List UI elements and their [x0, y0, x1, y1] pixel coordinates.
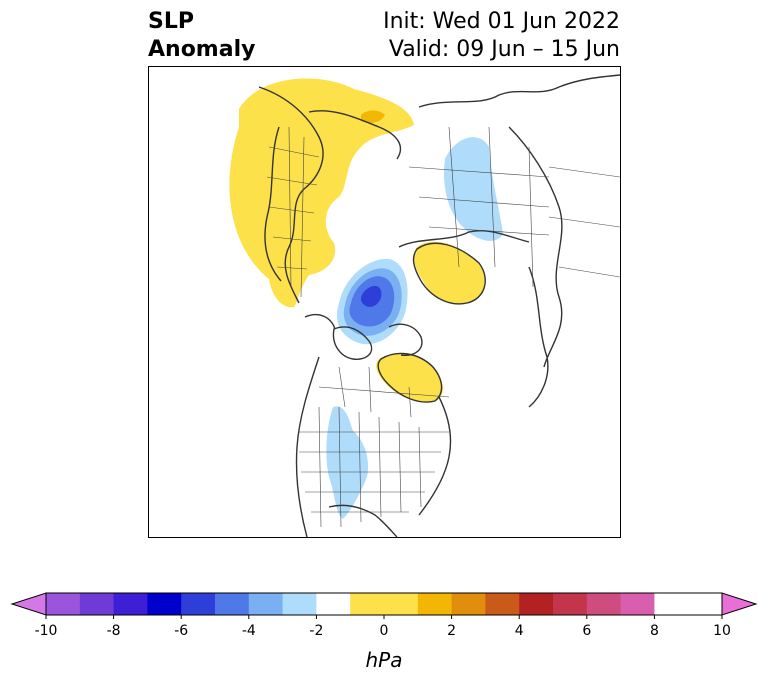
colorbar-segments	[10, 592, 758, 616]
colorbar-segment	[316, 593, 351, 615]
anomaly-siberia-negative	[443, 137, 503, 241]
colorbar-unit-label: hPa	[366, 648, 403, 672]
colorbar-extend-min	[10, 592, 47, 616]
anomaly-us-negative	[326, 406, 369, 519]
colorbar-segment	[215, 593, 250, 615]
map-canvas	[149, 74, 620, 537]
colorbar-ticks: -10 -8 -6 -4 -2 0 2 4 6 8 10	[35, 615, 731, 639]
init-date: Init: Wed 01 Jun 2022	[383, 9, 620, 34]
colorbar-tick-label: 8	[650, 623, 659, 639]
slp-anomaly-map	[148, 66, 621, 538]
colorbar-tick-label: 2	[447, 623, 456, 639]
anomaly-greenland-positive	[414, 241, 485, 304]
colorbar-segment	[79, 593, 115, 615]
colorbar-segment	[553, 593, 588, 615]
colorbar-segment	[282, 593, 317, 615]
anomaly-hudson-positive	[376, 352, 444, 403]
valid-range: Valid: 09 Jun – 15 Jun	[388, 37, 620, 62]
anomaly-scandinavia-core	[361, 110, 385, 123]
colorbar-segment	[248, 593, 284, 615]
colorbar-segment	[417, 593, 453, 615]
colorbar-extend-max	[721, 592, 758, 616]
map-title-right: Init: Wed 01 Jun 2022 Valid: 09 Jun – 15…	[383, 8, 620, 64]
colorbar-segment	[46, 593, 81, 615]
colorbar-segment	[485, 593, 520, 615]
colorbar-segment	[654, 593, 689, 615]
colorbar-tick-label: -8	[107, 623, 121, 639]
colorbar-tick-label: 6	[582, 623, 591, 639]
title-slp: SLP	[148, 9, 194, 34]
colorbar-tick-label: -10	[35, 623, 58, 639]
political-borders	[266, 126, 620, 528]
colorbar-segment	[113, 593, 148, 615]
colorbar-segment	[451, 593, 486, 615]
colorbar-tick-label: 0	[380, 623, 389, 639]
map-title-left: SLP Anomaly	[148, 8, 255, 64]
colorbar: -10 -8 -6 -4 -2 0 2 4 6 8 10 hPa	[10, 592, 758, 672]
colorbar-tick-label: 4	[515, 623, 524, 639]
colorbar-tick-label: -6	[174, 623, 188, 639]
colorbar-tick-label: 10	[713, 623, 731, 639]
map-edge-notch	[149, 285, 155, 319]
anomaly-fills	[229, 78, 503, 519]
colorbar-segment	[350, 593, 419, 615]
colorbar-segment	[688, 593, 723, 615]
title-anomaly: Anomaly	[148, 37, 256, 62]
colorbar-segment	[147, 593, 182, 615]
anomaly-europe-positive	[229, 78, 414, 308]
colorbar-tick-label: -4	[242, 623, 256, 639]
colorbar-segment	[586, 593, 622, 615]
colorbar-segment	[519, 593, 554, 615]
colorbar-segment	[620, 593, 655, 615]
colorbar-segment	[181, 593, 216, 615]
coastlines	[258, 74, 620, 537]
anomaly-arctic-core	[361, 285, 382, 307]
colorbar-tick-label: -2	[309, 623, 323, 639]
